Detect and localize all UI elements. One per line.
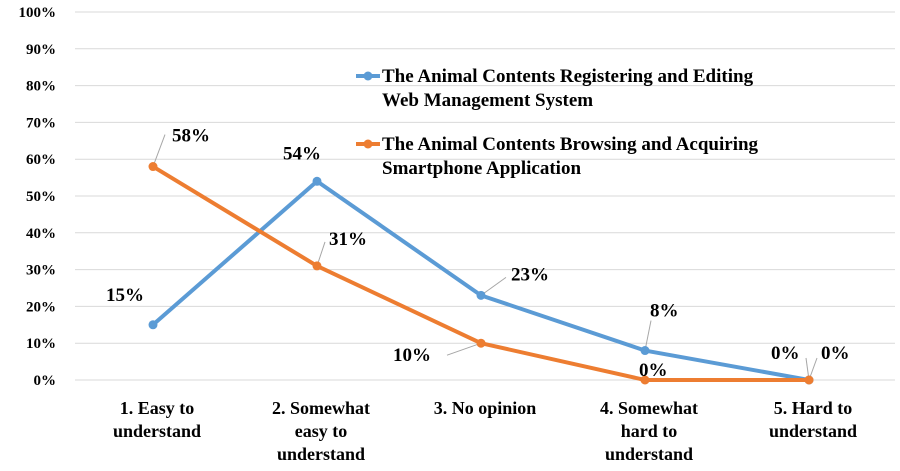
data-point xyxy=(312,176,322,186)
x-category-label-line: understand xyxy=(605,444,693,464)
data-label: 54% xyxy=(283,143,321,164)
data-point xyxy=(476,290,486,300)
y-tick-label: 80% xyxy=(26,79,56,95)
x-category-label: 5. Hard to understand xyxy=(769,398,857,441)
y-tick-label: 70% xyxy=(26,115,56,131)
x-category-label-line: easy to xyxy=(295,421,348,441)
y-tick-label: 50% xyxy=(26,189,56,205)
x-category-label: 2. Somewhat easy to understand xyxy=(272,398,370,464)
data-point xyxy=(640,346,650,356)
series-line xyxy=(151,179,811,382)
data-point xyxy=(148,162,158,172)
y-tick-label: 40% xyxy=(26,226,56,242)
legend-entry-line: The Animal Contents Registering and Edit… xyxy=(382,66,754,87)
data-label: 58% xyxy=(172,126,210,147)
data-label: 0% xyxy=(639,360,668,381)
y-tick-label: 20% xyxy=(26,299,56,315)
x-category-label-line: understand xyxy=(769,421,857,441)
y-axis-tick-labels: 0% 10% 20% 30% 40% 50% 60% 70% 80% 90% 100% xyxy=(19,5,57,389)
y-tick-label: 30% xyxy=(26,263,56,279)
x-category-label-line: 4. Somewhat xyxy=(600,398,698,418)
y-tick-label: 100% xyxy=(19,5,57,21)
x-category-label: 3. No opinion xyxy=(434,398,537,418)
legend-entry: The Animal Contents Registering and Edit… xyxy=(382,66,754,111)
x-category-label-line: 1. Easy to xyxy=(120,398,195,418)
x-category-label-line: understand xyxy=(113,421,201,441)
x-category-label-line: 3. No opinion xyxy=(434,398,537,418)
data-label-leader-lines xyxy=(152,134,818,381)
data-label: 31% xyxy=(329,229,367,250)
x-category-label: 1. Easy to understand xyxy=(113,398,201,441)
y-tick-label: 0% xyxy=(34,373,57,389)
series-line xyxy=(151,164,811,382)
leader-line xyxy=(644,320,652,351)
data-point xyxy=(312,261,322,271)
data-label: 15% xyxy=(106,285,144,306)
y-tick-label: 90% xyxy=(26,42,56,58)
x-axis-category-labels: 1. Easy to understand 2. Somewhat easy to un… xyxy=(113,398,857,464)
legend-entry-line: Web Management System xyxy=(382,90,593,111)
x-category-label-line: hard to xyxy=(621,421,678,441)
x-category-label-line: 2. Somewhat xyxy=(272,398,370,418)
data-point xyxy=(804,375,814,385)
x-category-label-line: 5. Hard to xyxy=(774,398,853,418)
data-point xyxy=(476,338,486,348)
legend: The Animal Contents Registering and Edit… xyxy=(356,66,759,179)
legend-swatch-marker xyxy=(363,139,373,149)
data-label: 23% xyxy=(511,264,549,285)
data-point xyxy=(640,375,650,385)
y-tick-label: 10% xyxy=(26,336,56,352)
y-tick-label: 60% xyxy=(26,152,56,168)
data-point xyxy=(148,320,158,330)
data-label: 8% xyxy=(650,301,679,322)
x-category-label: 4. Somewhat hard to understand xyxy=(600,398,698,464)
data-label: 0% xyxy=(821,343,850,364)
legend-swatch-marker xyxy=(363,71,373,81)
legend-entry-line: Smartphone Application xyxy=(382,158,581,179)
gridlines xyxy=(75,11,895,381)
legend-entry: The Animal Contents Browsing and Acquiri… xyxy=(382,134,759,179)
leader-line xyxy=(446,342,482,356)
data-label: 0% xyxy=(771,343,800,364)
leader-line xyxy=(480,276,507,296)
data-labels: 15% 54% 23% 8% 0% 58% 31% 10% 0% 0% xyxy=(106,126,850,381)
series-lines xyxy=(148,162,814,385)
leader-line xyxy=(152,134,166,167)
data-label: 10% xyxy=(393,345,431,366)
x-category-label-line: understand xyxy=(277,444,365,464)
legend-entry-line: The Animal Contents Browsing and Acquiri… xyxy=(382,134,759,155)
